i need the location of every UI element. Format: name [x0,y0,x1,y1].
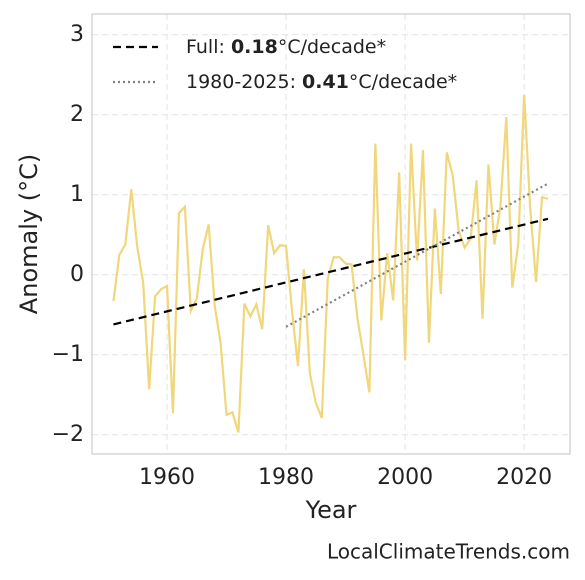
plot-frame [91,13,571,455]
source: LocalClimateTrends.com [327,540,570,564]
x-tick-label: 2020 [496,465,552,490]
y-tick-label: 0 [70,262,84,287]
legend-label: 1980-2025: 0.41°C/decade* [186,71,457,93]
y-tick-label: 2 [70,102,84,127]
legend-label-part: °C/decade* [278,36,386,58]
x-tick-label: 1980 [258,465,314,490]
x-tick-label: 2000 [377,465,433,490]
y-tick-label: 3 [70,22,84,47]
x-tick-label: 1960 [139,465,195,490]
legend-label-part: 1980-2025: [186,71,302,93]
y-tick-label: −1 [52,342,84,367]
y-tick-label: −2 [52,422,84,447]
y-tick-label: 1 [70,182,84,207]
y-axis-label: Anomaly (°C) [15,154,43,314]
x-axis-label: Year [305,496,357,524]
data-line [112,94,549,433]
legend-label-part: Full: [186,36,231,58]
legend-label-part: 0.18 [231,36,278,58]
legend-label-part: 0.41 [302,71,349,93]
legend-label-part: °C/decade* [349,71,457,93]
trend-line [113,217,549,326]
legend-label: Full: 0.18°C/decade* [186,36,386,58]
